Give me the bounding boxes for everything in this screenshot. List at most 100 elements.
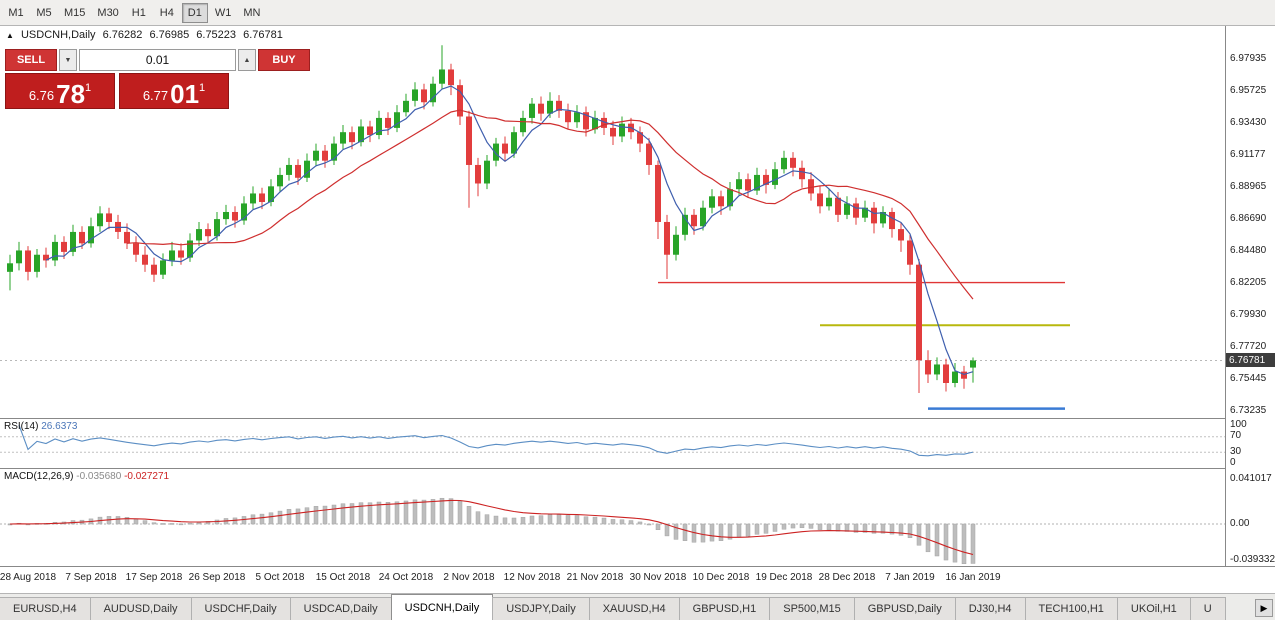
rsi-axis-label: 100 [1230,419,1247,430]
price-axis-label: 6.91177 [1230,149,1266,160]
buy-price-point: 1 [199,82,206,94]
tab-tech100-h1[interactable]: TECH100,H1 [1024,597,1118,620]
rsi-axis-label: 30 [1230,446,1242,457]
date-tick-label: 7 Sep 2018 [65,572,117,583]
sell-price-display[interactable]: 6.76 78 1 [5,73,115,109]
price-axis-label: 6.86690 [1230,213,1267,224]
macd-axis-label: 0.00 [1230,518,1250,529]
tab-audusd-daily[interactable]: AUDUSD,Daily [89,597,192,620]
macd-axis-label: -0.039332 [1230,554,1275,565]
tab-usdjpy-daily[interactable]: USDJPY,Daily [492,597,590,620]
price-axis-label: 6.95725 [1230,85,1267,96]
buy-price-pips: 01 [170,79,200,109]
price-axis-label: 6.88965 [1230,181,1267,192]
rsi-value: 26.6373 [41,421,78,432]
tab-dj30-h4[interactable]: DJ30,H4 [954,597,1026,620]
rsi-label: RSI(14) 26.6373 [4,421,77,432]
timeframe-button-h1[interactable]: H1 [131,6,146,19]
date-tick-label: 7 Jan 2019 [885,572,935,583]
tab-u[interactable]: U [1189,597,1226,620]
price-axis-label: 6.75445 [1230,373,1267,384]
volume-decrease-button[interactable]: ▼ [59,49,77,71]
rsi-line [18,424,974,457]
rsi-plot [0,424,1225,457]
moving-average-line[interactable] [45,85,974,376]
ohlc-open: 6.76282 [102,29,143,41]
main-chart-area[interactable]: ▲ USDCNH,Daily 6.76282 6.76985 6.75223 6… [0,26,1225,418]
tab-ukoil-h1[interactable]: UKOil,H1 [1116,597,1191,620]
ohlc-close: 6.76781 [243,29,283,41]
tab-gbpusd-h1[interactable]: GBPUSD,H1 [678,597,771,620]
rsi-axis[interactable]: 100 70 30 0 [1225,418,1275,468]
date-tick-label: 21 Nov 2018 [566,572,624,583]
chart-tabs-bar: EURUSD,H4 AUDUSD,Daily USDCHF,Daily USDCAD,… [0,593,1275,620]
date-tick-label: 15 Oct 2018 [315,572,371,583]
timeframe-button-h4[interactable]: H4 [159,6,174,19]
timeframe-button-m5[interactable]: M5 [36,6,52,19]
sell-price-point: 1 [85,82,92,94]
date-tick-label: 26 Sep 2018 [188,572,246,583]
sell-button[interactable]: SELL [5,49,57,71]
buy-button[interactable]: BUY [258,49,310,71]
date-tick-label: 16 Jan 2019 [945,572,1001,583]
tab-sp500-m15[interactable]: SP500,M15 [769,597,855,620]
moving-average-line[interactable] [126,109,974,300]
tab-usdcnh-daily[interactable]: USDCNH,Daily [390,594,494,620]
price-axis[interactable]: 6.76781 6.97935 6.95725 6.93430 6.91177 6.88… [1225,26,1275,418]
ohlc-high: 6.76985 [149,29,190,41]
date-tick-label: 24 Oct 2018 [378,572,434,583]
chart-title: ▲ USDCNH,Daily 6.76282 6.76985 6.75223 6… [6,29,287,41]
chevron-up-icon: ▲ [243,56,251,64]
price-axis-label: 6.84480 [1230,245,1267,256]
tab-gbpusd-daily[interactable]: GBPUSD,Daily [853,597,956,620]
timeframe-button-w1[interactable]: W1 [214,6,232,19]
chevron-down-icon: ▼ [64,56,72,64]
tab-eurusd-h4[interactable]: EURUSD,H4 [0,597,91,620]
date-tick-label: 30 Nov 2018 [629,572,687,583]
tab-xauusd-h4[interactable]: XAUUSD,H4 [588,597,680,620]
date-tick-label: 12 Nov 2018 [503,572,561,583]
macd-main-value: -0.035680 [76,471,122,482]
date-tick-label: 5 Oct 2018 [255,572,305,583]
volume-input[interactable] [79,49,236,71]
current-price-badge: 6.76781 [1226,353,1275,368]
date-tick-label: 28 Aug 2018 [0,572,57,583]
tab-scroll-right-button[interactable]: ▶ [1255,599,1273,617]
macd-axis-label: 0.041017 [1230,473,1272,484]
collapse-icon[interactable]: ▲ [6,31,14,40]
rsi-panel[interactable]: RSI(14) 26.6373 [0,418,1225,468]
price-axis-label: 6.79930 [1230,309,1267,320]
date-tick-label: 2 Nov 2018 [443,572,495,583]
macd-panel[interactable]: MACD(12,26,9) -0.035680 -0.027271 [0,468,1225,566]
arrow-right-icon: ▶ [1260,602,1268,613]
trade-controls-row: SELL ▼ ▲ BUY [5,49,310,71]
macd-signal-line [9,499,974,556]
macd-axis[interactable]: 0.041017 0.00 -0.039332 [1225,468,1275,566]
tab-usdchf-daily[interactable]: USDCHF,Daily [190,597,291,620]
buy-price-display[interactable]: 6.77 01 1 [119,73,229,109]
timeframe-toolbar: M1 M5 M15 M30 H1 H4 D1 W1 MN [0,0,1275,26]
buy-price-prefix: 6.77 [142,88,169,103]
price-axis-label: 6.93430 [1230,117,1267,128]
ohlc-low: 6.75223 [196,29,237,41]
price-axis-label: 6.73235 [1230,405,1267,416]
macd-signal-value: -0.027271 [124,471,170,482]
timeframe-button-m1[interactable]: M1 [8,6,24,19]
timeframe-button-m15[interactable]: M15 [64,6,86,19]
date-tick-label: 19 Dec 2018 [755,572,813,583]
sell-price-prefix: 6.76 [28,88,55,103]
timeframe-button-mn[interactable]: MN [243,6,261,19]
tab-usdcad-daily[interactable]: USDCAD,Daily [289,597,392,620]
date-tick-label: 28 Dec 2018 [818,572,876,583]
macd-name: MACD(12,26,9) [4,471,74,482]
timeframe-button-m30[interactable]: M30 [97,6,119,19]
price-axis-label: 6.97935 [1230,53,1267,64]
timeframe-button-d1[interactable]: D1 [181,2,208,23]
time-axis[interactable]: 28 Aug 2018 7 Sep 2018 17 Sep 2018 26 Sep 2… [0,566,1275,593]
volume-increase-button[interactable]: ▲ [238,49,256,71]
candles-layer [7,45,976,393]
candlestick-chart[interactable] [0,26,1225,418]
trade-prices-row: 6.76 78 1 6.77 01 1 [5,73,229,109]
macd-label: MACD(12,26,9) -0.035680 -0.027271 [4,471,169,482]
